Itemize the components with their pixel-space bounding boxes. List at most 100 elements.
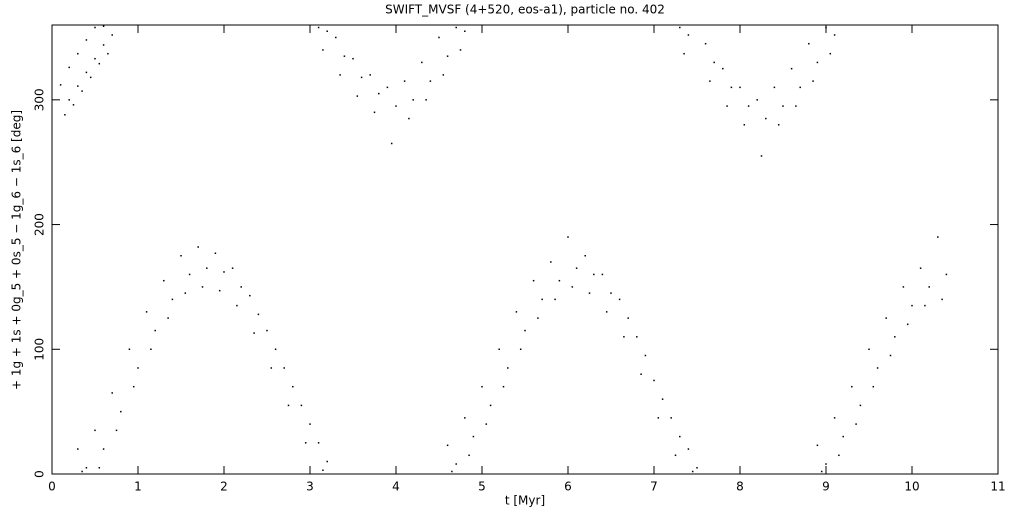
point [498,348,500,351]
point [197,246,199,248]
point [502,385,505,388]
point [532,279,535,282]
x-tick-label: 11 [990,480,1005,494]
point [537,317,539,319]
point [575,267,578,269]
x-tick-label: 1 [134,480,142,494]
point [747,105,750,107]
point [833,34,836,36]
point [77,448,79,450]
x-tick-label: 7 [650,480,658,494]
point [137,367,139,369]
point [356,95,359,97]
point [442,74,445,76]
point [790,67,793,70]
point [132,385,135,388]
point [85,39,88,41]
point [829,52,832,55]
point [808,42,810,45]
point [653,379,655,382]
point [489,404,492,407]
point [730,86,733,89]
point [679,26,681,29]
x-tick-label: 9 [822,480,830,494]
point [438,36,440,39]
point [726,105,728,107]
point [636,336,638,338]
point [446,444,449,447]
point [704,42,707,45]
point [72,104,75,106]
point [317,26,320,29]
point [459,49,462,51]
point [386,86,389,89]
point [68,66,70,69]
point [111,392,113,394]
point [339,74,341,76]
point [390,142,393,145]
x-tick-label: 10 [904,480,919,494]
point [455,26,457,29]
point [859,404,862,407]
point [446,55,449,57]
point [640,373,642,375]
point [304,442,307,444]
x-tick-label: 4 [392,480,400,494]
point [838,454,840,457]
point [623,336,625,338]
plot-frame [51,24,999,475]
point [335,36,337,39]
point [627,317,629,319]
point [403,80,406,82]
point [77,52,79,55]
point [107,52,109,55]
x-tick-label: 3 [306,480,314,494]
point [507,367,509,369]
point [249,294,251,297]
point [94,57,96,60]
point [451,470,453,473]
point [81,470,83,473]
point [163,279,165,282]
point [464,417,466,419]
point [257,313,260,316]
point [120,410,122,413]
point [588,292,591,294]
point [739,86,741,89]
point [816,61,819,64]
point [558,279,561,282]
point [94,26,96,29]
point [274,348,277,351]
point [102,25,105,27]
point [644,354,647,357]
point [687,448,690,450]
point [481,385,483,388]
point [945,273,948,276]
point [240,286,242,288]
y-axis-label: + 1g + 1s + 0g_5 + 0s_5 − 1g_6 − 1s_6 [d… [10,110,24,390]
point [378,92,380,95]
point [567,236,569,238]
point [287,404,290,407]
x-tick-label: 6 [564,480,572,494]
point [85,467,88,469]
point [408,117,410,120]
chart-title: SWIFT_MVSF (4+520, eos-a1), particle no.… [385,3,665,17]
point [89,76,92,79]
point [868,348,870,351]
point [885,317,887,319]
point [825,463,827,465]
point [820,470,823,473]
point [722,67,724,70]
point [231,267,234,269]
point [326,460,328,463]
y-tick-label: 200 [33,213,47,236]
point [519,348,522,351]
point [98,467,101,469]
point [468,454,470,457]
point [102,44,105,46]
point [206,267,208,269]
point [485,423,488,425]
